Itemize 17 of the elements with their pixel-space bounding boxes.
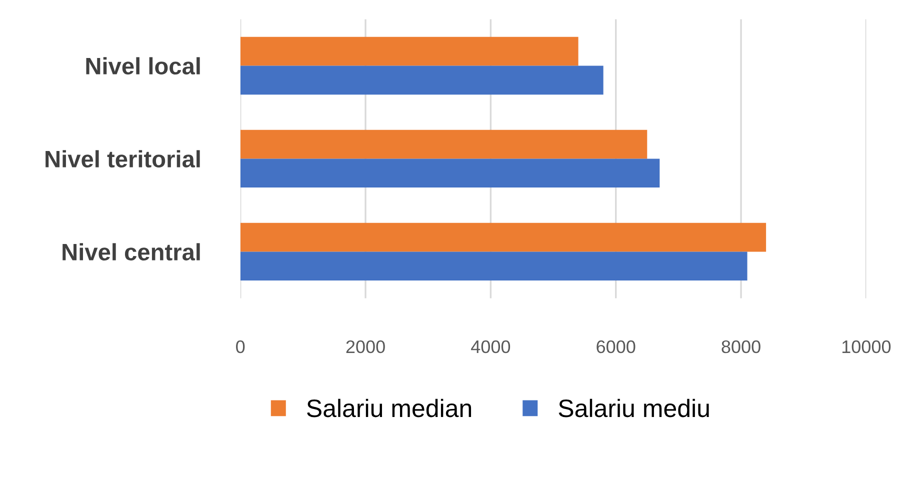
bar (240, 66, 604, 95)
x-tick-label: 0 (236, 340, 245, 354)
bar (240, 222, 766, 252)
x-tick-label: 4000 (471, 340, 510, 354)
x-tick-label: 10000 (842, 340, 891, 354)
y-tick-label: Nivel teritorial (46, 150, 200, 168)
bar (240, 158, 660, 188)
legend-label: Salariu median (307, 398, 472, 418)
y-tick-label: Nivel central (62, 243, 200, 261)
bar (240, 36, 578, 66)
bar (240, 130, 648, 159)
x-tick-label: 8000 (722, 340, 760, 354)
bar (240, 252, 748, 281)
legend-label: Salariu mediu (558, 398, 709, 418)
x-tick-label: 6000 (596, 340, 636, 354)
x-tick-label: 2000 (346, 340, 385, 354)
y-tick-label: Nivel local (86, 57, 200, 75)
